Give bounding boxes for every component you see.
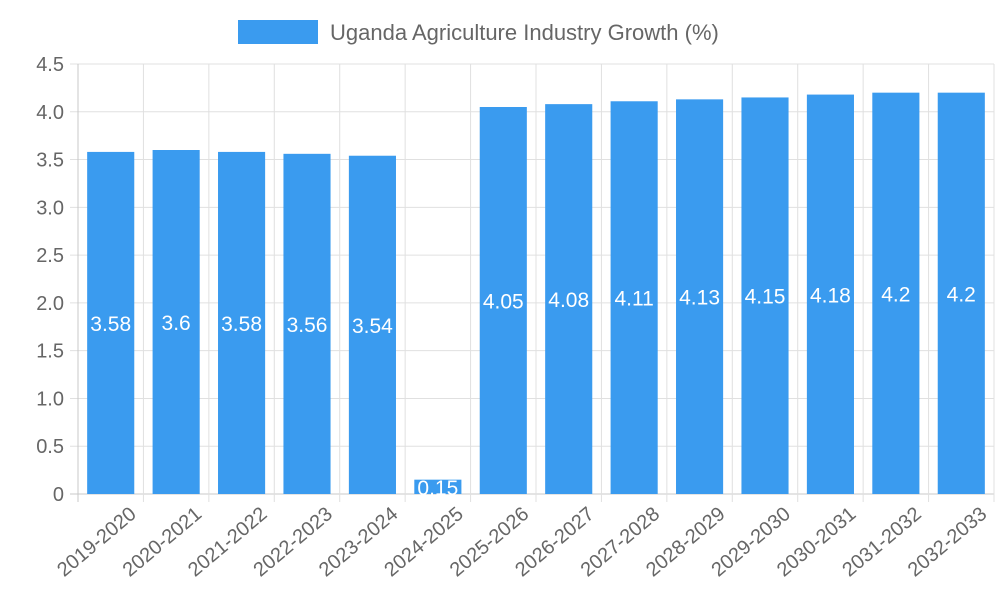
bar[interactable]	[479, 107, 527, 494]
bars	[87, 92, 985, 495]
bar-value-label: 3.56	[287, 314, 328, 337]
bar-value-label: 4.11	[614, 288, 653, 311]
bar[interactable]	[741, 97, 789, 494]
y-tick-label: 0.5	[36, 436, 64, 458]
y-tick-label: 3.5	[36, 150, 64, 172]
bar[interactable]	[218, 151, 266, 494]
bar[interactable]	[806, 94, 854, 495]
bar[interactable]	[87, 151, 135, 494]
y-tick-label: 0	[53, 484, 64, 506]
bar[interactable]	[152, 150, 200, 494]
bar-value-label: 4.15	[745, 286, 786, 309]
bar-value-label: 4.13	[679, 287, 720, 310]
bar[interactable]	[348, 155, 396, 494]
bar[interactable]	[283, 153, 331, 495]
bar-value-label: 0.15	[417, 477, 458, 500]
bar[interactable]	[937, 92, 985, 495]
y-tick-label: 2.0	[36, 293, 64, 315]
bar-value-label: 4.2	[947, 283, 976, 306]
bar[interactable]	[872, 92, 920, 495]
bar-value-label: 3.58	[90, 313, 131, 336]
bar[interactable]	[414, 479, 462, 494]
legend[interactable]: Uganda Agriculture Industry Growth (%)	[238, 20, 719, 45]
legend-label: Uganda Agriculture Industry Growth (%)	[330, 20, 719, 45]
y-tick-label: 3.0	[36, 197, 64, 219]
y-tick-label: 2.5	[36, 245, 64, 267]
legend-swatch	[238, 20, 318, 44]
bar-value-label: 4.2	[881, 283, 910, 306]
y-tick-label: 1.5	[36, 341, 64, 363]
bar-value-label: 4.18	[810, 284, 851, 307]
y-tick-label: 4.0	[36, 102, 64, 124]
grid	[70, 63, 995, 502]
y-tick-label: 4.5	[36, 54, 64, 76]
y-axis: 0 0.5 1.0 1.5 2.0 2.5 3.0 3.5 4.0 4.5	[36, 54, 64, 506]
bar-value-label: 3.6	[162, 312, 191, 335]
bar[interactable]	[610, 101, 658, 495]
bar-value-label: 4.05	[483, 291, 524, 314]
bar-value-label: 3.54	[352, 315, 393, 338]
bar[interactable]	[545, 104, 593, 494]
bar-value-label: 4.08	[548, 289, 589, 312]
data-labels: 3.58 3.6 3.58 3.56 3.54 0.15 4.05 4.08 4.11 4.13 4…	[90, 283, 976, 500]
x-axis: 2019-20202020-20212021-20222022-20232023…	[53, 503, 991, 581]
bar-value-label: 3.58	[221, 313, 262, 336]
y-tick-label: 1.0	[36, 388, 64, 410]
bar[interactable]	[676, 99, 724, 494]
